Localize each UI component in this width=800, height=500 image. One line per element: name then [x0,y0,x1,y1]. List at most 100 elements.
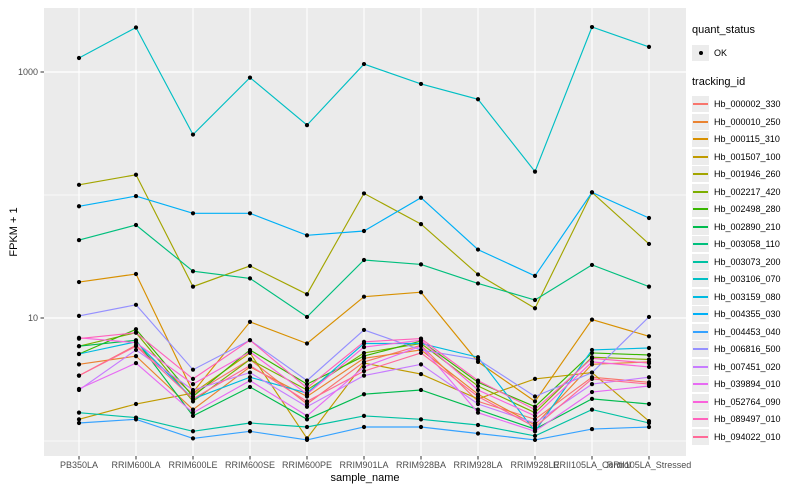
x-tick-label: RRIM928BA [395,460,447,470]
data-point [304,413,310,418]
data-point [532,417,538,422]
data-point [304,123,310,128]
legend-color-line [693,243,708,246]
legend-entry-label: Hb_002890_210 [714,221,781,232]
legend-entry-Hb_003159_080: Hb_003159_080 [692,288,798,306]
data-point [133,327,139,332]
data-point [247,363,253,368]
legend-color-line [693,225,708,228]
legend-color-line [693,120,708,123]
legend-key-box [692,428,709,445]
legend-entry-label: Hb_001507_100 [714,151,781,162]
legend-color-line [693,208,708,211]
x-tick-label: RRIM600PE [281,460,333,470]
data-point [247,384,253,390]
data-point [646,284,652,289]
data-point [304,399,310,404]
data-point [361,327,367,333]
data-point [247,263,253,269]
legend-entry-label: Hb_003159_080 [714,291,781,302]
data-point [646,215,652,221]
legend-entry-label: Hb_000010_250 [714,116,781,127]
data-point [247,319,253,324]
legend-key-box [692,236,709,253]
data-point [133,330,139,335]
data-point [532,169,538,174]
data-point [475,383,481,389]
x-tick-label: RRII105LA_Control [552,460,632,470]
data-point [304,392,310,397]
data-point [532,420,538,426]
data-point [475,387,481,393]
legend-entry-label: Hb_000002_330 [714,99,781,110]
data-point [646,420,652,426]
data-point [361,364,367,370]
data-point [418,417,424,422]
data-point [361,424,367,430]
x-tick-label: PB350LA [59,460,99,470]
legend-color-line [693,155,708,158]
data-point [361,294,367,299]
data-point [589,389,595,395]
data-point [532,376,538,381]
legend-key-box [692,166,709,183]
data-point [133,354,139,359]
legend-quant-status-label: OK [714,47,728,58]
data-point [475,431,481,436]
data-point [133,302,139,307]
data-point [190,284,196,289]
data-point [76,204,82,209]
data-point [304,233,310,238]
data-point [418,371,424,377]
legend-entry-label: Hb_004453_040 [714,326,781,337]
x-tick-label: RRII105LA_Stressed [606,460,692,470]
data-point [589,396,595,401]
legend: quant_status OK tracking_id Hb_000002_33… [692,24,798,446]
data-point [646,375,652,380]
data-point [475,394,481,399]
legend-tracking-id-entries: Hb_000002_330 Hb_000010_250 Hb_000115_310 H… [692,96,798,446]
data-point [247,420,253,426]
x-tick-label: RRIM600SE [224,460,276,470]
data-point [133,347,139,353]
data-point [532,433,538,439]
legend-key-box [692,393,709,410]
data-point [247,276,253,281]
data-point [247,75,253,80]
legend-entry-Hb_000002_330: Hb_000002_330 [692,96,798,114]
data-point [190,132,196,137]
data-point [133,401,139,407]
legend-entry-label: Hb_002498_280 [714,204,781,215]
data-point [646,345,652,351]
data-point [532,424,538,430]
data-point [646,314,652,320]
legend-key-box [692,411,709,428]
legend-color-line [693,313,708,316]
data-point [475,410,481,415]
legend-entry-Hb_002217_420: Hb_002217_420 [692,183,798,201]
data-point [646,334,652,339]
legend-key-box [692,148,709,165]
legend-entry-label: Hb_039894_010 [714,379,781,390]
legend-key-box [692,253,709,270]
legend-entry-Hb_094022_010: Hb_094022_010 [692,428,798,446]
x-tick-label: RRIM928LE [510,460,560,470]
legend-color-line [693,400,708,403]
data-point [304,378,310,383]
data-point [190,376,196,381]
data-point [304,437,310,443]
data-point [190,410,196,415]
data-point [247,429,253,434]
data-point [418,350,424,356]
data-point [76,344,82,349]
data-point [532,407,538,412]
legend-quant-status-item: OK [692,44,798,62]
legend-color-line [693,295,708,298]
legend-color-line [693,278,708,281]
legend-entry-Hb_002498_280: Hb_002498_280 [692,201,798,219]
point-marker-icon [698,50,703,55]
data-point [190,436,196,441]
data-point [76,182,82,187]
data-point [418,195,424,200]
